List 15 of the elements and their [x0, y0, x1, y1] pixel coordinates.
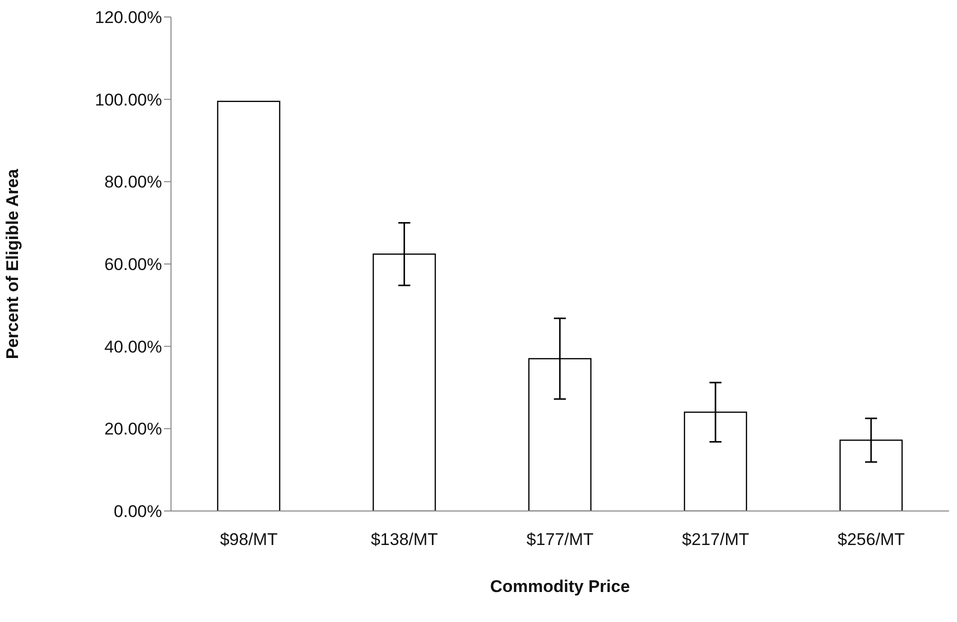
y-tick-label: 20.00%	[104, 420, 162, 439]
y-axis-title: Percent of Eligible Area	[3, 168, 22, 360]
y-tick-label: 100.00%	[94, 90, 162, 110]
x-tick-label: $98/MT	[220, 530, 278, 550]
bar	[217, 100, 280, 511]
x-tick-label: $256/MT	[838, 530, 905, 550]
y-tick-label: 60.00%	[104, 255, 162, 274]
x-tick-label: $138/MT	[370, 530, 438, 550]
y-tick-label: 40.00%	[104, 337, 162, 356]
y-tick-label: 80.00%	[104, 172, 162, 192]
y-tick-label: 0.00%	[114, 502, 162, 522]
x-axis-title: Commodity Price	[490, 577, 630, 596]
y-tick-label: 120.00%	[94, 8, 162, 28]
x-tick-label: $177/MT	[526, 530, 594, 550]
x-tick-label: $217/MT	[682, 530, 750, 550]
